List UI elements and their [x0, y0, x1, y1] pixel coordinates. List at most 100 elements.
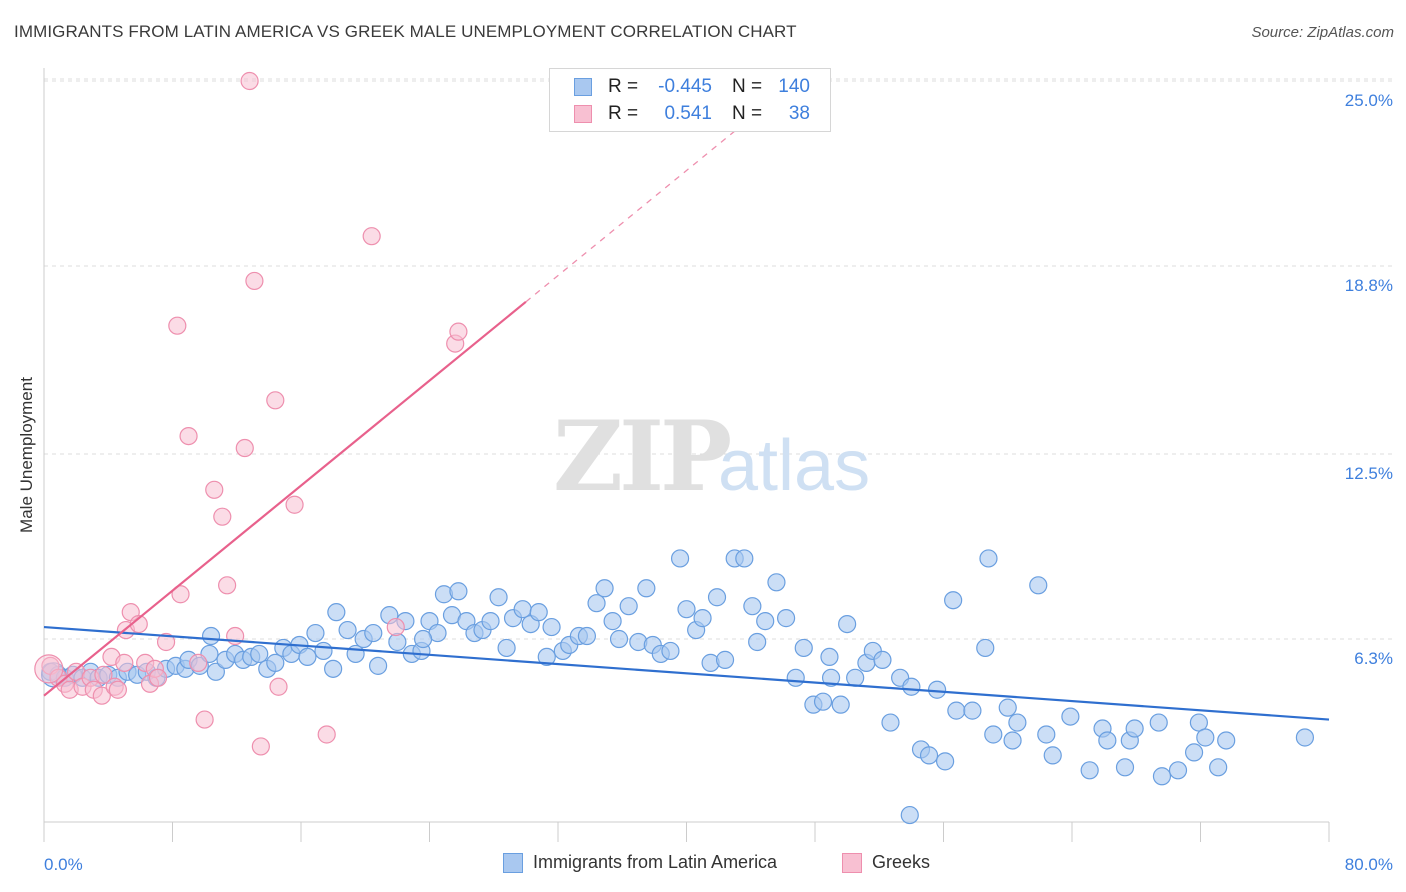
data-point-latin-america: [735, 549, 754, 568]
data-point-latin-america: [902, 677, 921, 696]
bottom-legend-greeks[interactable]: Greeks: [842, 852, 930, 873]
bottom-legend-label: Greeks: [872, 852, 931, 872]
data-point-latin-america: [756, 612, 775, 631]
data-point-latin-america: [1196, 728, 1215, 747]
data-point-greeks: [245, 271, 264, 291]
data-point-latin-america: [963, 701, 982, 720]
data-point-latin-america: [1043, 746, 1062, 765]
data-point-latin-america: [944, 591, 963, 610]
data-point-latin-america: [206, 662, 225, 681]
data-point-greeks: [266, 391, 285, 410]
data-point-latin-america: [900, 805, 919, 825]
data-point-latin-america: [748, 632, 767, 652]
data-point-latin-america: [881, 713, 900, 732]
data-point-latin-america: [201, 626, 221, 646]
data-point-greeks: [449, 322, 468, 341]
bottom-legend-swatch-pink: [842, 852, 862, 873]
legend-row-greeks: R = 0.541 N = 38: [574, 101, 810, 127]
data-point-latin-america: [338, 620, 357, 640]
watermark: ZIP atlas: [553, 400, 870, 513]
trend-line-latin-america: [43, 625, 1330, 721]
data-point-latin-america: [1037, 725, 1056, 744]
data-point-latin-america: [1209, 758, 1228, 777]
data-point-latin-america: [794, 638, 813, 658]
legend-n-value: 140: [778, 76, 810, 97]
data-point-greeks: [34, 654, 64, 684]
data-point-latin-america: [542, 617, 561, 637]
data-point-latin-america: [947, 701, 966, 720]
data-point-latin-america: [619, 597, 638, 616]
data-point-greeks: [285, 495, 304, 514]
data-point-latin-america: [813, 692, 833, 711]
data-point-greeks: [148, 668, 168, 687]
data-point-latin-america: [743, 597, 762, 616]
data-point-latin-america: [314, 641, 333, 661]
data-point-greeks: [386, 617, 405, 637]
data-point-latin-america: [670, 549, 690, 568]
data-point-latin-america: [776, 609, 796, 628]
legend-r-label: R =: [608, 76, 639, 97]
data-point-greeks: [156, 632, 176, 652]
data-point-latin-america: [693, 609, 712, 628]
series-greeks-points: [34, 71, 468, 756]
trend-line-greeks: [43, 300, 527, 697]
data-point-latin-america: [1184, 743, 1204, 762]
tick-labels: 6.3% 12.5% 18.8% 25.0% 0.0% 80.0%: [44, 91, 1393, 874]
data-point-latin-america: [1125, 719, 1144, 738]
data-point-latin-america: [1008, 713, 1027, 732]
legend-r-label: R =: [608, 103, 639, 124]
data-point-latin-america: [976, 638, 995, 658]
data-point-latin-america: [1061, 707, 1080, 726]
data-point-greeks: [213, 507, 232, 526]
data-point-latin-america: [369, 656, 388, 675]
data-point-latin-america: [513, 600, 532, 619]
bottom-legend-latin-america[interactable]: Immigrants from Latin America: [503, 852, 777, 873]
data-point-latin-america: [364, 623, 383, 643]
data-point-latin-america: [984, 725, 1003, 744]
data-point-latin-america: [587, 594, 606, 613]
data-point-latin-america: [1168, 761, 1188, 780]
data-point-latin-america: [873, 650, 892, 669]
data-point-latin-america: [298, 647, 317, 667]
data-point-latin-america: [919, 746, 939, 765]
data-point-greeks: [115, 653, 134, 672]
y-tick-label: 18.8%: [1345, 276, 1393, 295]
data-point-latin-america: [820, 647, 839, 667]
data-point-latin-america: [489, 588, 508, 607]
data-point-latin-america: [1115, 758, 1135, 777]
data-point-greeks: [195, 710, 214, 729]
watermark-zip: ZIP: [553, 400, 730, 513]
data-point-greeks: [108, 680, 127, 699]
data-point-latin-america: [979, 549, 998, 568]
data-point-latin-america: [595, 579, 614, 598]
data-point-latin-america: [1152, 767, 1172, 786]
data-point-latin-america: [677, 600, 696, 619]
data-point-latin-america: [413, 629, 433, 649]
legend-n-value: 38: [788, 103, 810, 124]
data-point-greeks: [362, 227, 381, 246]
grid-lines: [44, 78, 1394, 640]
data-point-latin-america: [838, 614, 857, 634]
data-point-latin-america: [998, 698, 1017, 717]
data-point-latin-america: [637, 579, 656, 598]
chart-title: IMMIGRANTS FROM LATIN AMERICA VS GREEK M…: [14, 22, 797, 41]
data-point-latin-america: [529, 603, 548, 622]
data-point-latin-america: [324, 659, 343, 678]
data-point-latin-america: [1029, 576, 1048, 595]
correlation-legend: R = -0.445 N = 140 R = 0.541 N = 38: [549, 68, 831, 132]
data-point-latin-america: [250, 644, 269, 664]
data-point-latin-america: [715, 650, 735, 669]
data-point-greeks: [269, 677, 288, 696]
data-point-latin-america: [1098, 731, 1117, 750]
data-point-latin-america: [481, 612, 500, 631]
legend-r-value: 0.541: [664, 103, 712, 124]
data-point-greeks: [171, 585, 190, 604]
data-point-latin-america: [661, 641, 680, 661]
data-point-latin-america: [497, 638, 516, 658]
x-tick-label: 80.0%: [1345, 855, 1393, 874]
data-point-latin-america: [831, 695, 850, 714]
data-point-greeks: [205, 480, 224, 499]
data-point-latin-america: [388, 632, 407, 652]
data-point-latin-america: [786, 668, 805, 687]
data-point-latin-america: [927, 680, 947, 699]
